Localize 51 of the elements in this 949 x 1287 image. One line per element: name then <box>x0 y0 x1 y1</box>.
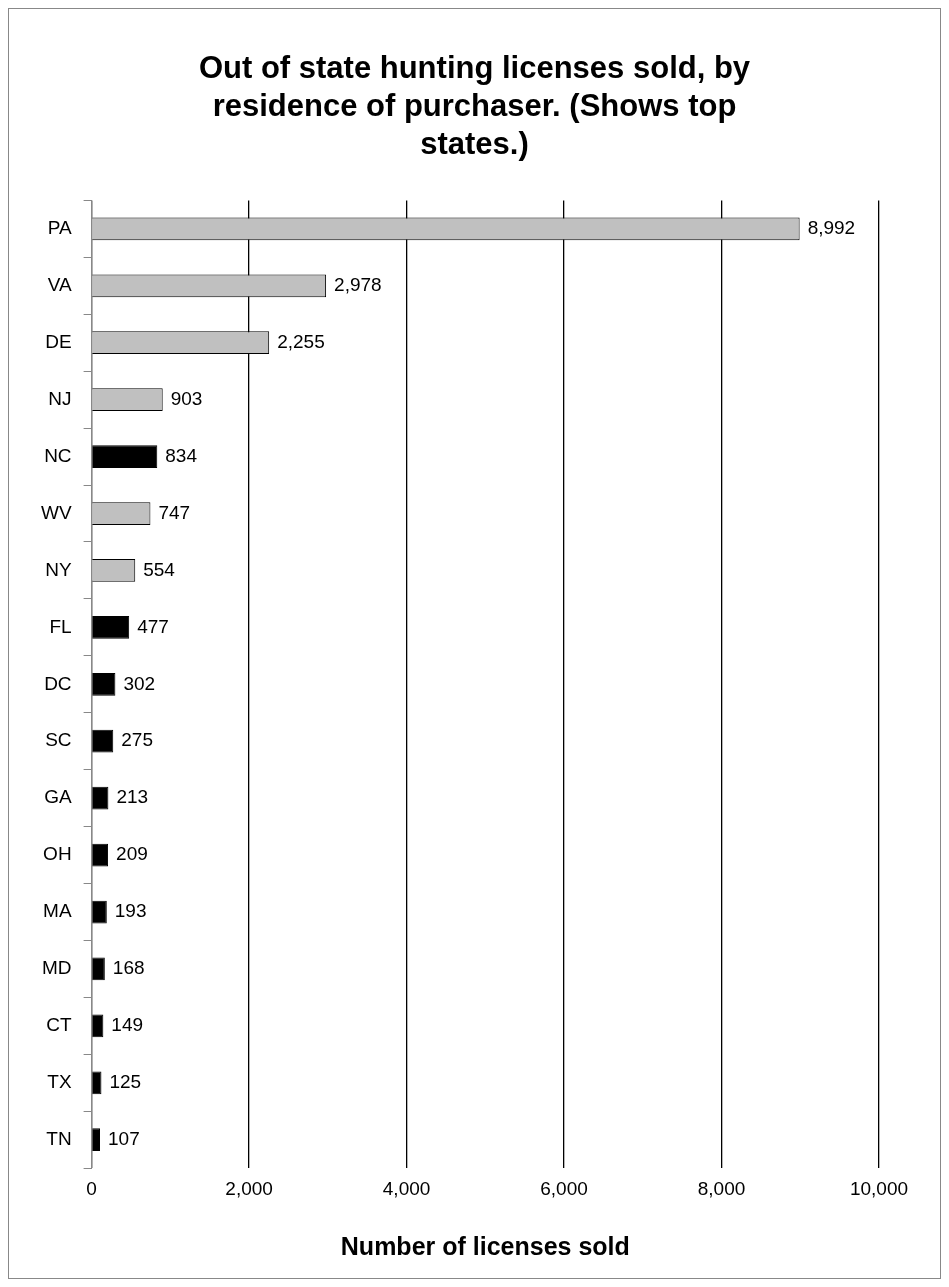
data-label: 747 <box>158 501 191 523</box>
y-tick-label: DC <box>44 672 72 694</box>
y-tick-label: TN <box>46 1127 72 1149</box>
x-tick-label: 2,000 <box>225 1177 273 1199</box>
y-tick-label: NY <box>45 558 72 580</box>
data-label: 2,978 <box>334 274 382 296</box>
bar <box>92 900 107 924</box>
bar <box>92 445 158 468</box>
x-tick-label: 10,000 <box>849 1177 909 1199</box>
data-label: 213 <box>116 786 149 808</box>
data-label: 209 <box>116 843 148 865</box>
data-label: 834 <box>165 444 198 466</box>
y-tick-label: OH <box>43 843 72 865</box>
x-tick-label: 4,000 <box>382 1177 431 1199</box>
data-label: 554 <box>143 558 176 580</box>
x-tick-label: 0 <box>86 1177 97 1199</box>
data-label: 107 <box>108 1127 140 1149</box>
chart-title: Out of state hunting licenses sold, by residence of purchaser. (Shows top states.) <box>197 49 752 163</box>
data-label: 193 <box>114 900 147 922</box>
x-tick-label: 8,000 <box>697 1177 746 1199</box>
data-label: 2,255 <box>277 330 325 352</box>
data-label: 477 <box>137 615 169 637</box>
bar <box>92 1014 104 1038</box>
bar <box>92 615 130 639</box>
y-tick-label: VA <box>47 274 72 296</box>
bar <box>92 786 109 810</box>
y-tick-label: PA <box>47 217 72 239</box>
data-label: 275 <box>121 729 153 751</box>
y-tick-label: MA <box>43 900 72 922</box>
bar <box>92 672 116 696</box>
y-tick-label: WV <box>41 501 72 523</box>
data-label: 168 <box>112 957 145 979</box>
x-tick-label: 6,000 <box>540 1177 588 1199</box>
y-tick-label: TX <box>47 1071 72 1093</box>
x-axis-title: Number of licenses sold <box>340 1231 630 1260</box>
y-tick-label: GA <box>44 786 72 808</box>
y-tick-label: CT <box>46 1014 72 1036</box>
y-tick-label: SC <box>45 729 72 751</box>
y-tick-label: NC <box>44 444 72 466</box>
y-tick-label: MD <box>42 957 72 979</box>
bar <box>92 843 109 867</box>
y-tick-label: NJ <box>48 387 72 409</box>
bar <box>92 957 105 981</box>
bar <box>92 729 114 753</box>
y-tick-label: FL <box>49 615 72 637</box>
data-label: 149 <box>111 1014 144 1036</box>
data-label: 8,992 <box>807 217 856 239</box>
data-label: 302 <box>123 672 156 694</box>
data-label: 903 <box>170 387 203 409</box>
y-tick-label: DE <box>45 330 72 352</box>
data-label: 125 <box>109 1071 142 1093</box>
